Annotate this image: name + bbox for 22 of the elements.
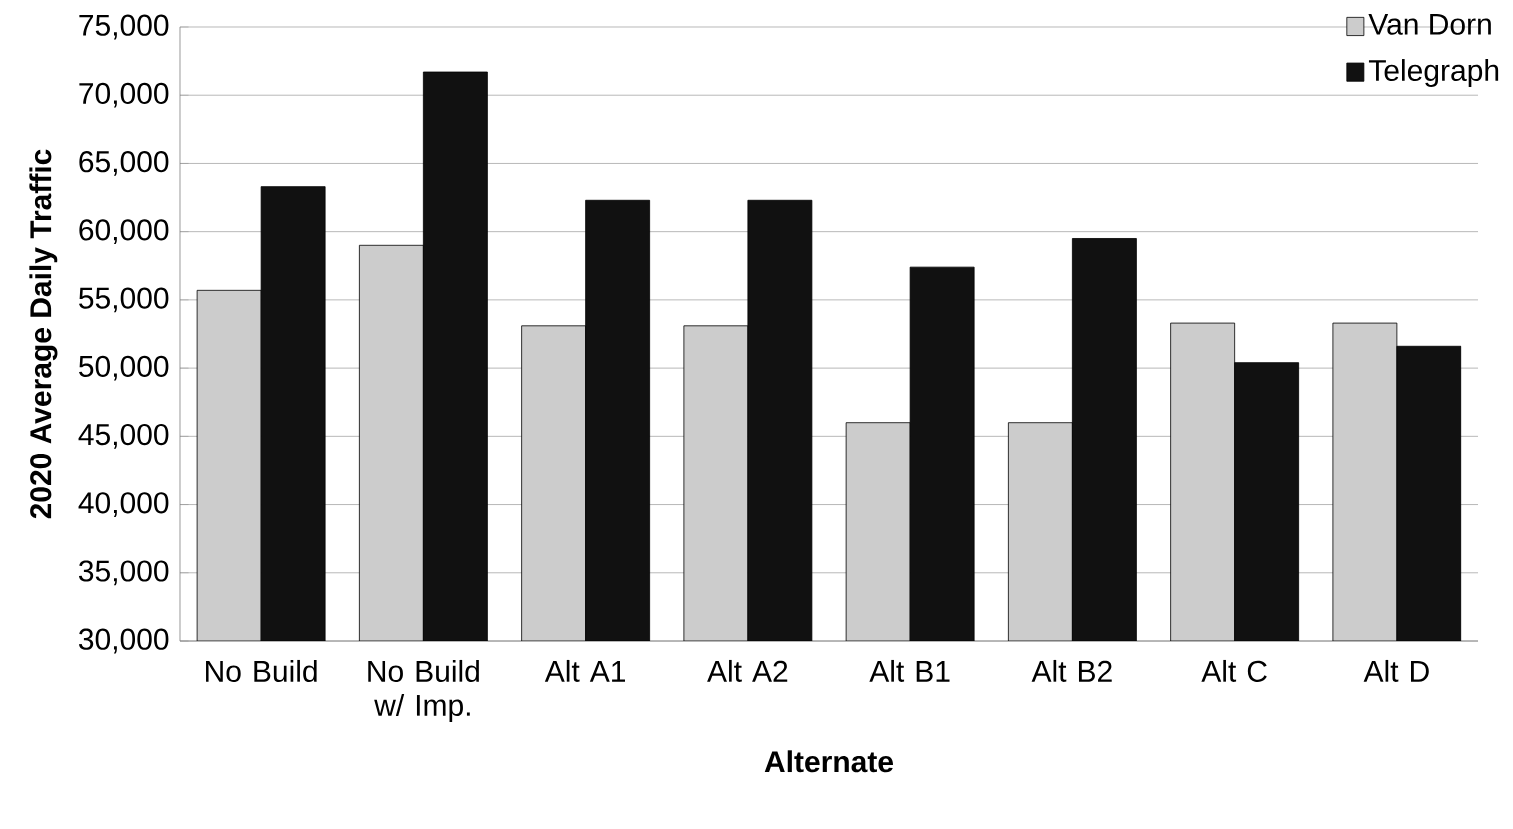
legend-label: Van Dorn <box>1368 13 1491 35</box>
y-tick-label: 55,000 <box>79 287 169 313</box>
x-tick-label: Alt B2 <box>1031 659 1112 682</box>
x-tick-label: No Build w/ Imp. <box>368 659 479 722</box>
y-tick-label: 40,000 <box>78 492 169 517</box>
y-tick-label: 45,000 <box>78 423 169 449</box>
legend-label: Telegraph <box>1368 59 1499 87</box>
x-tick-label: Alt C <box>1201 659 1267 682</box>
x-axis-title: Alternate <box>764 750 893 773</box>
y-tick-label: 50,000 <box>79 355 169 381</box>
y-tick-label: 65,000 <box>79 151 169 176</box>
x-tick-label: Alt A1 <box>544 659 625 682</box>
y-tick-label: 30,000 <box>78 628 169 654</box>
y-tick-label: 60,000 <box>79 219 169 245</box>
y-axis-title: 2020 Average Daily Traffic <box>29 149 58 519</box>
y-tick-label: 70,000 <box>79 82 169 108</box>
x-tick-label: Alt D <box>1363 659 1429 682</box>
x-tick-label: No Build <box>206 659 317 682</box>
y-tick-label: 75,000 <box>79 14 169 40</box>
x-tick-label: Alt B1 <box>869 659 950 682</box>
y-tick-label: 35,000 <box>78 560 169 586</box>
x-tick-label: Alt A2 <box>707 659 788 682</box>
